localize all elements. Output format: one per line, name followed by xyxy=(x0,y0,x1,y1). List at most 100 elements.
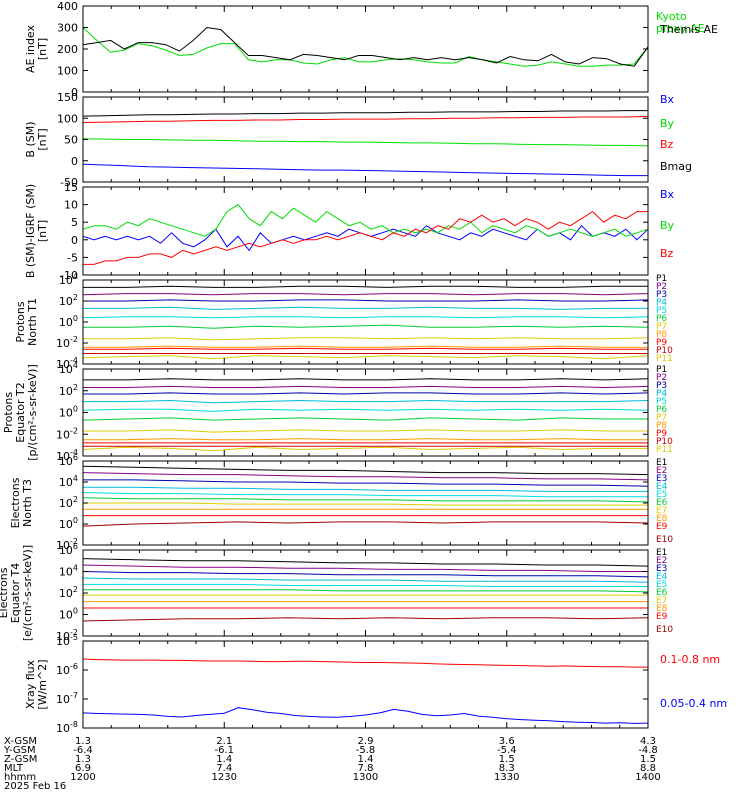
y-axis-label: North T1 xyxy=(26,298,39,346)
y-tick-label: 0 xyxy=(71,234,78,247)
series-line-p6 xyxy=(82,417,648,421)
legend-label: 0.05-0.4 nm xyxy=(660,697,727,710)
y-axis-label: B (SM)-IGRF (SM) xyxy=(24,184,37,278)
footer-value: 4.3 xyxy=(640,736,656,747)
footer-value: 7.4 xyxy=(216,763,232,774)
legend-label: P8 xyxy=(656,421,667,431)
legend-label: P2 xyxy=(656,373,667,383)
legend-label: P7 xyxy=(656,413,667,423)
series-line-p9 xyxy=(83,347,648,350)
footer-value: -5.8 xyxy=(356,745,376,756)
legend-label: P6 xyxy=(656,405,667,415)
legend-label: E4 xyxy=(656,572,668,582)
series-line-e3 xyxy=(82,571,649,578)
series-line-e10 xyxy=(82,617,649,622)
series-line-e6 xyxy=(82,497,649,503)
chart-panel-8: 10-8 10-7 10-6 10-5 Xray flux [W/m^2] 0.1-0.8 … xyxy=(24,633,727,735)
y-tick-label: 5 xyxy=(71,216,78,229)
y-tick-label: 106 xyxy=(59,453,78,468)
footer-row-label: hhmm xyxy=(4,772,36,783)
y-tick-label: 104 xyxy=(59,361,78,376)
y-axis-label: [nT] xyxy=(36,128,49,150)
legend-label: Bmag xyxy=(660,160,692,173)
y-axis-label: [p/(cm²-s-sr-keV)] xyxy=(26,364,39,461)
legend-label: P10 xyxy=(656,346,673,356)
y-tick-label: 10-2 xyxy=(56,335,78,350)
footer-value: 1.5 xyxy=(499,754,515,765)
y-tick-label: 50 xyxy=(64,134,78,147)
series-line-p1 xyxy=(83,285,648,288)
legend-label: 0.1-0.8 nm xyxy=(660,653,720,666)
footer-row-label: MLT xyxy=(4,763,24,774)
legend-label: P7 xyxy=(656,322,667,332)
y-tick-label: 106 xyxy=(59,542,78,557)
series-line-p11 xyxy=(82,355,649,360)
legend-label: E8 xyxy=(656,604,668,614)
legend-label: By xyxy=(660,117,675,130)
y-axis-label: B (SM) xyxy=(24,121,37,157)
legend-label: E10 xyxy=(656,625,673,635)
legend-label: Bz xyxy=(660,247,674,260)
chart-panel-3: -10 -5 0 5 10 15 B (SM)-IGRF (SM) [nT] Bx By Bz xyxy=(24,181,675,282)
legend-label: E5 xyxy=(656,490,667,500)
legend-label: P1 xyxy=(656,365,667,375)
legend-label: E1 xyxy=(656,548,667,558)
y-tick-label: -50 xyxy=(60,176,78,189)
y-tick-label: 10-6 xyxy=(56,662,78,677)
legend-label: P8 xyxy=(656,330,667,340)
y-tick-label: 10-4 xyxy=(56,356,78,371)
legend-label: E2 xyxy=(656,466,667,476)
series-line-e6 xyxy=(83,589,649,593)
y-tick-label: 10-2 xyxy=(56,628,78,643)
y-axis-label: Xray flux xyxy=(24,659,37,709)
y-axis-label: North T3 xyxy=(21,479,34,527)
legend-label: E6 xyxy=(656,588,668,598)
footer-row-label: Y-GSM xyxy=(3,745,36,756)
panel-frame xyxy=(82,279,649,365)
series-line-e4 xyxy=(83,486,648,492)
legend-label: E6 xyxy=(656,498,668,508)
legend-label: P10 xyxy=(656,437,673,447)
series-line-p2 xyxy=(83,385,649,389)
series-line-bx xyxy=(82,224,649,252)
y-tick-label: 104 xyxy=(59,474,78,489)
series-line-p7 xyxy=(83,337,649,341)
footer-value: 8.8 xyxy=(640,763,656,774)
footer-value: 1200 xyxy=(70,772,95,783)
legend-label: E5 xyxy=(656,580,667,590)
y-axis-label: [e/(cm²-s-sr-keV)] xyxy=(21,545,34,641)
chart-panel-5: 10-4 10-2 100 102 104 Protons Equator T2 [p/(cm… xyxy=(2,361,673,463)
legend-label: E4 xyxy=(656,482,668,492)
y-tick-label: 0 xyxy=(71,155,78,168)
footer-value: 1230 xyxy=(212,772,237,783)
y-tick-label: 102 xyxy=(59,293,78,308)
y-axis-label: Equator T2 xyxy=(14,382,27,442)
legend-label: P4 xyxy=(656,389,667,399)
footer-row-label: Z-GSM xyxy=(4,754,37,765)
y-tick-label: 0 xyxy=(71,86,78,99)
legend-label: E9 xyxy=(656,522,668,532)
y-tick-label: 100 xyxy=(59,607,78,622)
legend-label: P6 xyxy=(656,314,667,324)
series-line-p7 xyxy=(83,429,648,433)
series-line-p4 xyxy=(83,306,648,310)
legend-label: Kyoto proxy AE xyxy=(656,10,705,35)
series-line-by xyxy=(82,138,649,147)
series-line-e7 xyxy=(83,502,648,506)
legend-label: E7 xyxy=(656,596,667,606)
y-axis-label: Protons xyxy=(14,301,27,342)
y-axis-label: AE index xyxy=(24,24,37,73)
footer-value: 1330 xyxy=(494,772,519,783)
legend-label: By xyxy=(660,219,675,232)
footer-value: 2.9 xyxy=(358,736,374,747)
chart-panel-1: 0 100 200 300 400 AE index [nT] Kyoto proxy AETh… xyxy=(24,0,718,99)
y-tick-label: 100 xyxy=(59,405,78,420)
y-tick-label: 100 xyxy=(57,112,78,125)
series-line-p8 xyxy=(83,438,648,441)
series-line-p5 xyxy=(82,316,649,319)
series-line-p5 xyxy=(82,408,649,412)
y-tick-label: 300 xyxy=(57,22,78,35)
y-axis-label: Protons xyxy=(2,392,15,433)
legend-label: E3 xyxy=(656,474,667,484)
